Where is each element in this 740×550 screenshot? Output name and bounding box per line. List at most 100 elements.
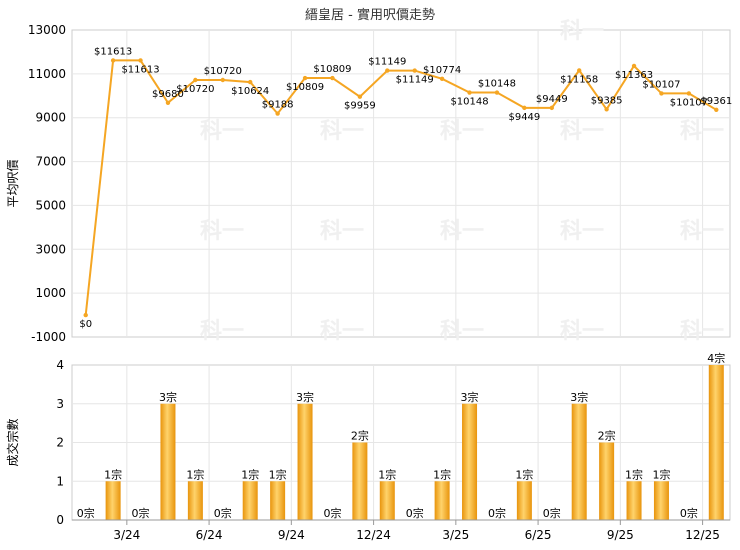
price-data-label: $10624: [231, 86, 269, 97]
x-axis-tick-label: 6/25: [525, 528, 552, 542]
price-point: [412, 68, 417, 73]
watermark-text: 科一: [680, 219, 724, 244]
watermark-text: 科一: [320, 219, 364, 244]
watermark-text: 科一: [560, 219, 604, 244]
price-point: [248, 79, 253, 85]
price-point: [193, 77, 198, 83]
transaction-data-label: 1宗: [378, 467, 396, 481]
watermark-text: 科一: [440, 319, 484, 344]
transaction-data-label: 1宗: [433, 467, 451, 481]
price-data-label: $10148: [478, 79, 516, 90]
transaction-bar: [571, 403, 587, 520]
price-point: [385, 68, 390, 73]
watermark-text: 科一: [440, 219, 484, 244]
transaction-data-label: 1宗: [104, 467, 122, 481]
price-data-label: $10720: [204, 66, 242, 77]
price-trend-line: [84, 59, 717, 316]
watermark-text: 科一: [200, 119, 244, 144]
price-y-tick-label: -1000: [31, 330, 66, 344]
transaction-data-label: 3宗: [461, 390, 479, 404]
price-point: [467, 90, 472, 95]
x-axis-tick-label: 3/24: [113, 528, 140, 542]
price-y-tick-label: 3000: [35, 242, 66, 256]
price-point: [275, 111, 280, 116]
price-point: [659, 91, 664, 96]
transaction-bar: [462, 403, 478, 520]
price-point: [631, 63, 637, 69]
price-data-label: $0: [79, 319, 92, 330]
transaction-data-label: 1宗: [515, 467, 533, 481]
transaction-y-tick-label: 3: [56, 397, 64, 411]
price-data-label: $10148: [450, 97, 488, 108]
price-data-label: $11363: [615, 70, 653, 81]
price-y-tick-label: 1000: [35, 286, 66, 300]
transaction-bar: [242, 481, 258, 520]
transaction-data-label: 2宗: [598, 429, 616, 443]
price-data-label: $11613: [121, 64, 159, 75]
price-data-label: $9449: [508, 112, 540, 123]
transaction-data-label: 3宗: [159, 390, 177, 404]
price-data-label: $9959: [344, 101, 376, 112]
price-point: [165, 100, 171, 106]
transaction-data-label: 1宗: [269, 467, 287, 481]
transaction-y-tick-label: 0: [56, 513, 64, 527]
transaction-bar: [187, 481, 203, 520]
x-axis-tick-label: 9/24: [278, 528, 305, 542]
price-data-label: $10720: [176, 84, 214, 95]
price-y-tick-label: 9000: [35, 111, 66, 125]
x-axis-tick-label: 9/25: [607, 528, 634, 542]
watermark-text: 科一: [320, 319, 364, 344]
transaction-y-axis-title: 成交宗數: [5, 418, 20, 466]
price-data-label: $11158: [560, 74, 598, 85]
transaction-y-tick-label: 1: [56, 474, 64, 488]
price-data-label: $10107: [670, 97, 708, 108]
transaction-panel: 0 1 2 3 4 成交宗數 0宗 1宗 0宗 3宗 1宗 0宗 1宗 1宗 3宗 0宗 2宗 1宗 0宗 1宗 3宗 0…: [5, 351, 730, 542]
transaction-y-tick-label: 4: [56, 358, 64, 372]
price-point: [686, 91, 692, 96]
price-point: [714, 107, 719, 112]
transaction-data-label: 0宗: [680, 506, 698, 520]
price-data-label: $9188: [262, 100, 294, 111]
price-point: [522, 105, 527, 111]
watermark-text: 科一: [560, 319, 604, 344]
transaction-data-label: 0宗: [543, 506, 561, 520]
price-point: [357, 94, 363, 99]
x-axis-tick-label: 3/25: [442, 528, 469, 542]
price-y-tick-label: 11000: [28, 67, 66, 81]
price-data-label: $11149: [396, 75, 434, 86]
transaction-data-label: 1宗: [652, 467, 670, 481]
transaction-y-tick-label: 2: [56, 436, 64, 450]
price-point: [110, 58, 116, 63]
transaction-data-label: 0宗: [77, 506, 95, 520]
price-point: [549, 105, 554, 111]
transaction-data-label: 1宗: [241, 467, 259, 481]
price-data-label: $9680: [152, 89, 184, 100]
watermark-text: 科一: [680, 119, 724, 144]
x-axis-tick-label: 6/24: [196, 528, 223, 542]
transaction-data-label: 1宗: [186, 467, 204, 481]
watermark-text: 科一: [200, 319, 244, 344]
price-data-label: $10774: [423, 65, 461, 76]
chart-title: 縉皇居 - 實用呎價走勢: [305, 7, 435, 23]
transaction-bar: [379, 481, 395, 520]
price-data-label: $10809: [313, 64, 351, 75]
price-y-tick-label: 5000: [35, 198, 66, 212]
watermark-text: 科一: [560, 19, 604, 44]
transaction-data-label: 4宗: [707, 351, 725, 365]
price-point: [439, 76, 445, 82]
transaction-bar: [708, 365, 724, 520]
watermark-text: 科一: [440, 119, 484, 144]
price-y-axis-title: 平均呎價: [6, 159, 20, 207]
transaction-bar: [270, 481, 286, 520]
transaction-bar: [599, 442, 615, 520]
transaction-data-label: 2宗: [351, 429, 369, 443]
transaction-data-label: 3宗: [570, 390, 588, 404]
price-point: [302, 75, 308, 81]
price-point: [220, 77, 225, 83]
transaction-data-label: 0宗: [132, 506, 150, 520]
transaction-bar: [297, 403, 313, 520]
transaction-data-label: 0宗: [488, 506, 506, 520]
price-point: [138, 58, 143, 63]
